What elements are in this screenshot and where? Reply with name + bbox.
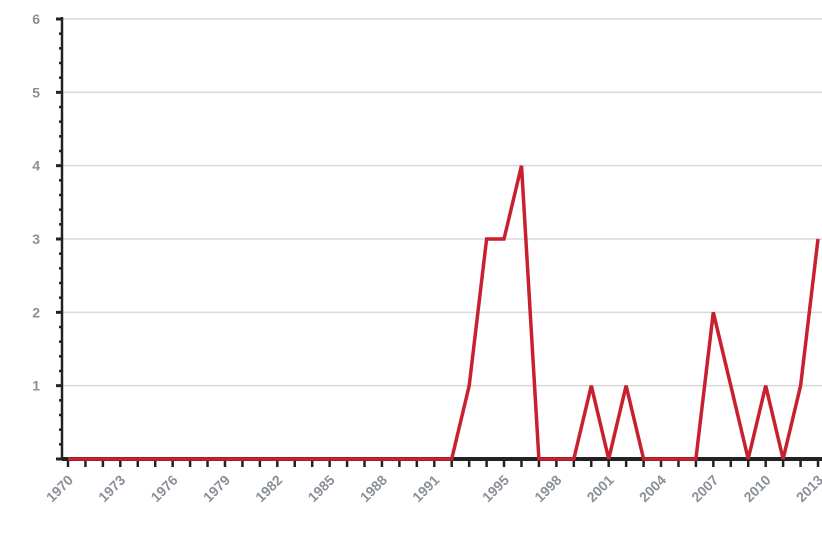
x-tick-label-2001: 2001 (583, 472, 616, 505)
x-tick-label-2010: 2010 (740, 472, 773, 505)
x-tick-label-1995: 1995 (479, 472, 512, 505)
y-tick-label-5: 5 (32, 84, 40, 100)
x-tick-label-1988: 1988 (357, 472, 390, 505)
y-tick-label-3: 3 (32, 231, 40, 247)
gridlines (62, 18, 822, 387)
series-layer (67, 165, 820, 461)
x-tick-label-1998: 1998 (531, 472, 564, 505)
x-tick-label-1985: 1985 (304, 472, 337, 505)
x-tick-label-1982: 1982 (252, 472, 285, 505)
y-tick-label-2: 2 (32, 304, 40, 320)
y-tick-label-1: 1 (32, 378, 40, 394)
y-tick-label-4: 4 (32, 158, 40, 174)
x-tick-label-1991: 1991 (409, 472, 442, 505)
x-tick-label-2004: 2004 (636, 472, 669, 505)
x-axis: 1970 1973 1976 1979 1982 1985 1988 1991 1995 1998… (43, 457, 822, 505)
y-axis: 1 2 3 4 5 6 (32, 11, 64, 461)
x-tick-label-1979: 1979 (200, 472, 233, 505)
x-tick-label-1973: 1973 (95, 472, 128, 505)
x-tick-label-1970: 1970 (43, 472, 76, 505)
x-tick-label-1976: 1976 (147, 472, 180, 505)
x-tick-label-2007: 2007 (688, 472, 721, 505)
x-tick-label-2013: 2013 (793, 472, 822, 505)
series-line-0 (68, 165, 820, 461)
y-tick-label-6: 6 (32, 11, 40, 27)
